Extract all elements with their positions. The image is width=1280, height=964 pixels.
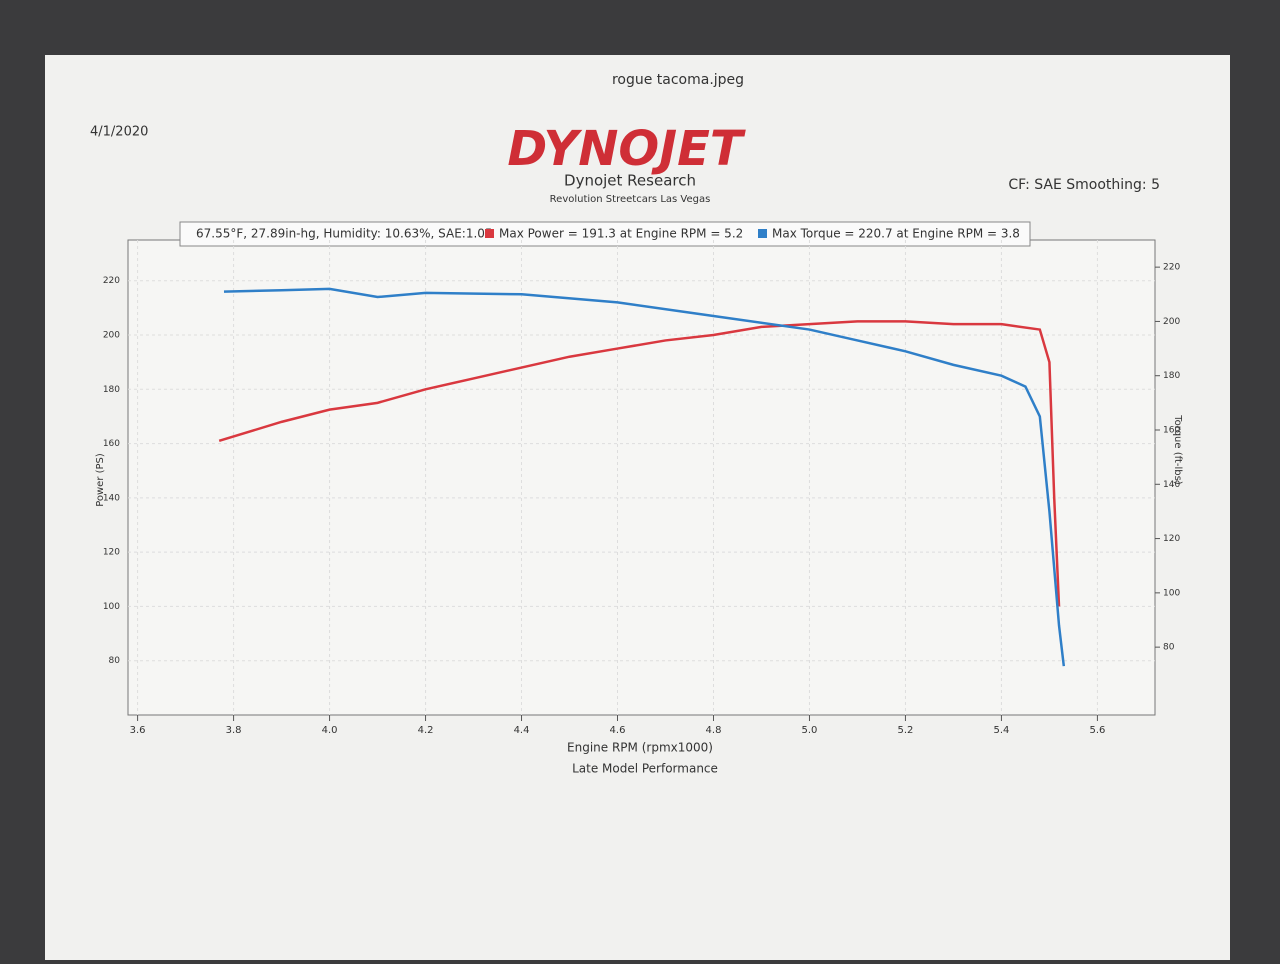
y-tick-label: 100 bbox=[103, 602, 120, 612]
legend-swatch bbox=[758, 229, 767, 238]
y2-tick-label: 180 bbox=[1163, 371, 1180, 381]
plot-area bbox=[127, 239, 1156, 716]
shop: Revolution Streetcars Las Vegas bbox=[550, 194, 711, 205]
y-axis-label: Power (PS) bbox=[95, 453, 106, 507]
y-tick-label: 200 bbox=[103, 331, 120, 341]
y-tick-label: 220 bbox=[103, 276, 120, 286]
x-tick-label: 3.6 bbox=[130, 725, 146, 736]
x-tick-label: 4.4 bbox=[514, 725, 530, 736]
legend-swatch bbox=[485, 229, 494, 238]
y-tick-label: 120 bbox=[103, 548, 120, 558]
y2-tick-label: 200 bbox=[1163, 317, 1180, 327]
x-tick-label: 3.8 bbox=[226, 725, 242, 736]
footer: Late Model Performance bbox=[572, 762, 718, 776]
y-tick-label: 80 bbox=[109, 656, 121, 666]
y2-tick-label: 160 bbox=[1163, 426, 1180, 436]
x-tick-label: 5.4 bbox=[993, 725, 1009, 736]
company: Dynojet Research bbox=[564, 172, 696, 190]
x-axis-label: Engine RPM (rpmx1000) bbox=[567, 741, 713, 755]
conditions: 67.55°F, 27.89in-hg, Humidity: 10.63%, S… bbox=[196, 227, 493, 241]
date: 4/1/2020 bbox=[90, 125, 148, 140]
x-tick-label: 5.6 bbox=[1089, 725, 1105, 736]
x-tick-label: 4.6 bbox=[610, 725, 626, 736]
legend-label: Max Torque = 220.7 at Engine RPM = 3.8 bbox=[772, 227, 1020, 241]
logo: DYNOJET bbox=[507, 121, 746, 177]
y2-axis-label: Torque (ft-lbs) bbox=[1172, 414, 1183, 485]
y-tick-label: 160 bbox=[103, 439, 120, 449]
y-tick-label: 140 bbox=[103, 493, 120, 503]
x-tick-label: 4.8 bbox=[706, 725, 722, 736]
y-tick-label: 180 bbox=[103, 385, 120, 395]
series-line bbox=[218, 320, 1061, 607]
x-tick-label: 4.2 bbox=[418, 725, 434, 736]
series-line bbox=[223, 287, 1066, 667]
y2-tick-label: 220 bbox=[1163, 263, 1180, 273]
legend-box bbox=[179, 221, 1031, 247]
y2-tick-label: 80 bbox=[1163, 643, 1175, 653]
file-name: rogue tacoma.jpeg bbox=[612, 72, 744, 88]
y2-tick-label: 140 bbox=[1163, 480, 1180, 490]
legend-label: Max Power = 191.3 at Engine RPM = 5.2 bbox=[499, 227, 743, 241]
settings: CF: SAE Smoothing: 5 bbox=[1008, 177, 1160, 193]
y2-tick-label: 100 bbox=[1163, 588, 1180, 598]
y2-tick-label: 120 bbox=[1163, 534, 1180, 544]
x-tick-label: 5.2 bbox=[897, 725, 913, 736]
x-tick-label: 5.0 bbox=[802, 725, 818, 736]
x-tick-label: 4.0 bbox=[322, 725, 338, 736]
